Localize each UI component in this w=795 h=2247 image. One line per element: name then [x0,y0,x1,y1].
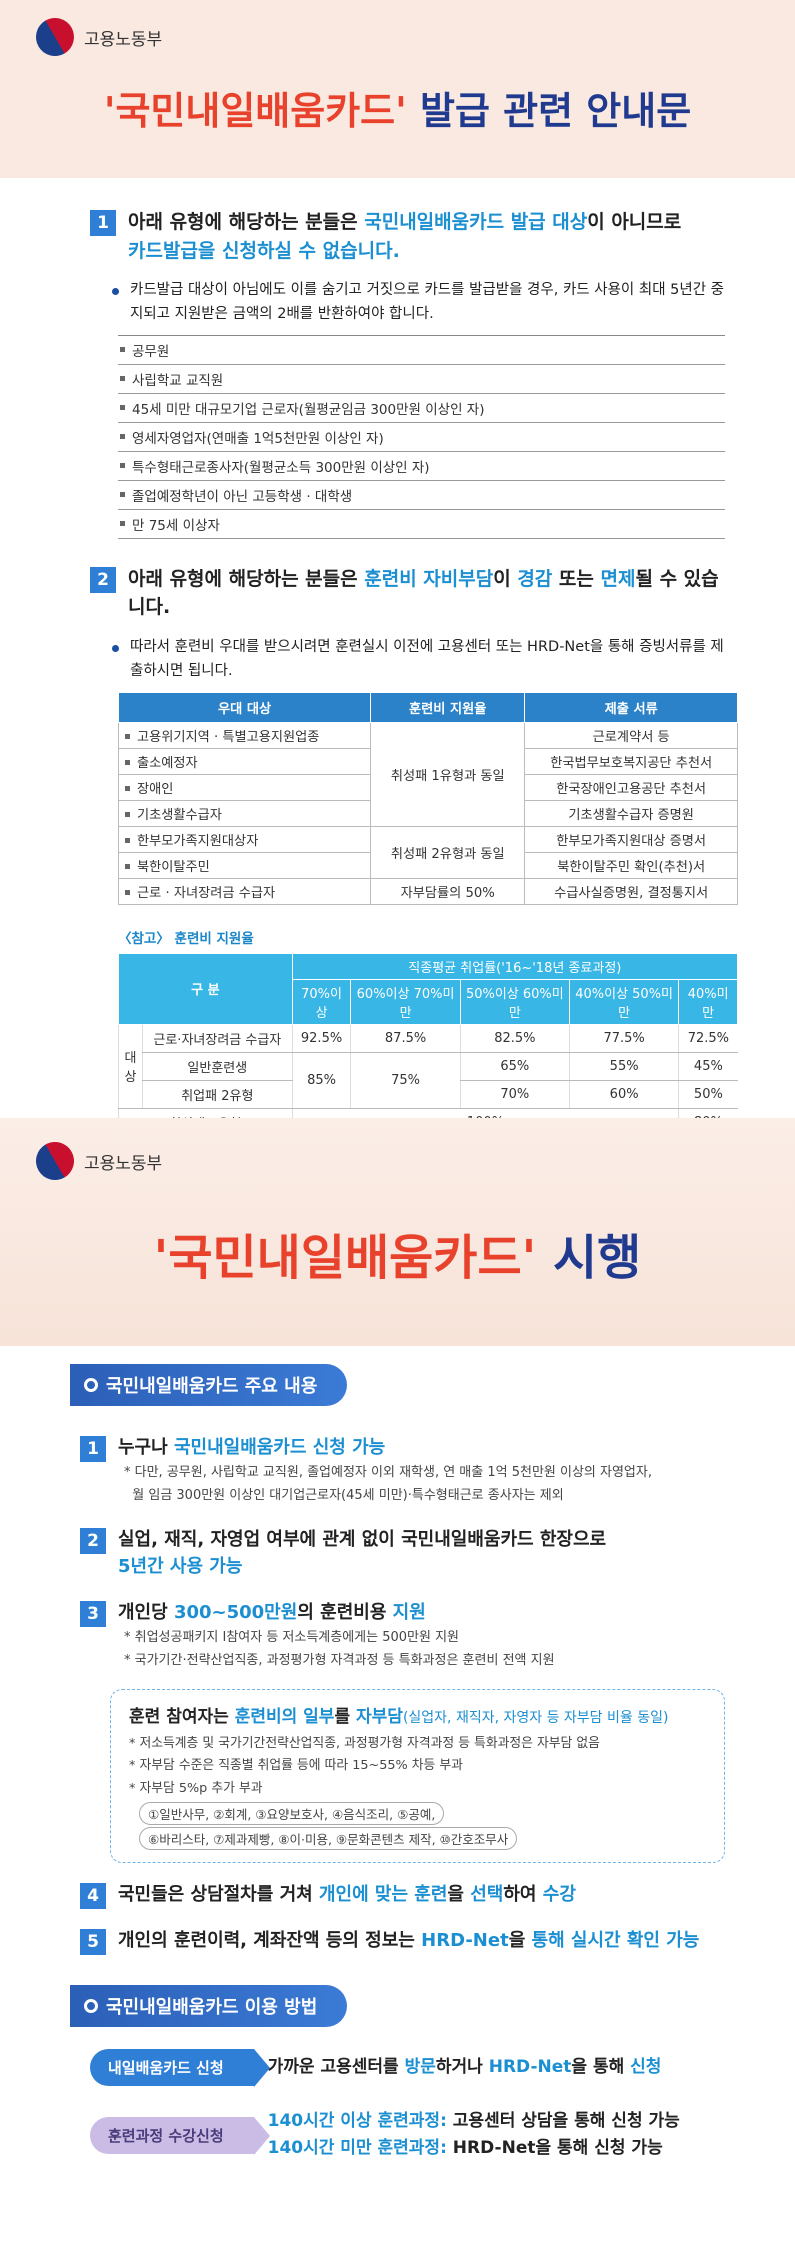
square-bullet-icon [125,733,130,739]
list-item: 영세자영업자(연매출 1억5천만원 이상인 자) [118,423,725,452]
number-badge: 1 [80,1436,106,1462]
square-bullet-icon [125,889,130,895]
list-item: 45세 미만 대규모기업 근로자(월평균임금 300만원 이상인 자) [118,394,725,423]
header-banner: 고용노동부 '국민내일배움카드' 시행 [0,1118,795,1346]
section-1-heading: 1 아래 유형에 해당하는 분들은 국민내일배움카드 발급 대상이 아니므로 카… [90,208,725,265]
square-bullet-icon [125,785,130,791]
header-banner: 고용노동부 '국민내일배움카드' 발급 관련 안내문 [0,0,795,178]
square-bullet-icon [125,837,130,843]
notice-page-1: 고용노동부 '국민내일배움카드' 발급 관련 안내문 1 아래 유형에 해당하는… [0,0,795,1118]
support-rate-table: 구 분 직종평균 취업률('16~'18년 종료과정) 70%이상 60%이상 … [118,952,739,1118]
list-item: 공무원 [118,336,725,365]
number-badge: 2 [90,566,116,593]
square-bullet-icon [125,811,130,817]
table-row: 취성패 1유형 100% 80% [118,1108,738,1118]
square-bullet-icon [120,520,125,526]
enroll-course-tag: 훈련과정 수강신청 [90,2116,270,2155]
table-row: 고용위기지역 · 특별고용지원업종 취성패 1유형과 동일 근로계약서 등 [117,721,738,827]
ministry-logo: 고용노동부 [29,11,163,63]
item-3-note: * 취업성공패키지 Ⅰ참여자 등 저소득계층에게는 500만원 지원 * 국가기간… [124,1630,555,1669]
list-item: 졸업예정학년이 아닌 고등학생 · 대학생 [118,481,725,510]
circle-icon [84,1378,98,1392]
table-row: 일반훈련생 85% 75% 65% 55% 45% [119,1052,738,1109]
list-item: 사립학교 교직원 [118,365,725,394]
table-header: 제출 서류 [524,691,738,723]
square-bullet-icon [120,462,125,468]
item-3: 3 개인당 300~500만원의 훈련비용 지원 [80,1599,725,1628]
section-header-usage: 국민내일배움카드 이용 방법 [70,1984,348,2027]
item-4: 4 국민들은 상담절차를 거쳐 개인에 맞는 훈련을 선택하여 수강 [80,1881,725,1909]
apply-card-tag: 내일배움카드 신청 [90,2048,270,2087]
preference-table: 우대 대상 훈련비 지원율 제출 서류 고용위기지역 · 특별고용지원업종 취성… [117,691,738,905]
taegeuk-icon [29,1135,81,1187]
table-header: 우대 대상 [117,691,372,723]
square-bullet-icon [120,404,125,410]
table-row: 취업패 2유형 70% 60% 50% [119,1080,738,1109]
number-badge: 3 [80,1601,106,1628]
penalty-note: 카드발급 대상이 아님에도 이를 숨기고 거짓으로 카드를 발급받을 경우, 카… [112,279,725,327]
number-badge: 5 [80,1928,106,1955]
occupation-chip: ①일반사무, ②회계, ③요양보호사, ④음식조리, ⑤공예, [139,1801,445,1825]
table-row: 장애인 한국장애인고용공단 추천서 [117,773,738,801]
reference-title: 〈참고〉 훈련비 지원율 [118,930,254,947]
self-pay-box: 훈련 참여자는 훈련비의 일부를 자부담(실업자, 재직자, 자영자 등 자부담… [110,1688,725,1863]
circle-icon [84,1998,98,2013]
square-bullet-icon [120,491,125,497]
ineligible-list: 공무원 사립학교 교직원 45세 미만 대규모기업 근로자(월평균임금 300만… [118,334,725,539]
ministry-logo: 고용노동부 [29,1135,163,1187]
item-1-note: * 다만, 공무원, 사립학교 교직원, 졸업예정자 이외 재학생, 연 매출 … [124,1465,652,1503]
item-1: 1 누구나 국민내일배움카드 신청 가능 [80,1434,725,1462]
section-header-main: 국민내일배움카드 주요 내용 [70,1364,348,1406]
ministry-name: 고용노동부 [84,29,163,50]
square-bullet-icon [125,759,130,765]
method-enroll: 훈련과정 수강신청 140시간 이상 훈련과정: 고용센터 상담을 통해 신청 … [90,2108,795,2162]
number-badge: 4 [80,1882,106,1909]
table-row: 근로 · 자녀장려금 수급자 자부담률의 50% 수급사실증명원, 결정통지서 [117,877,738,905]
section-2-heading: 2 아래 유형에 해당하는 분들은 훈련비 자비부담이 경감 또는 면제될 수 … [90,565,725,622]
notice-page-2: 고용노동부 '국민내일배움카드' 시행 국민내일배움카드 주요 내용 1 누구나… [0,1118,795,2247]
table-row: 한부모가족지원대상자 취성패 2유형과 동일 한부모가족지원대상 증명서 [117,825,738,879]
page-title: '국민내일배움카드' 발급 관련 안내문 [103,89,692,133]
ministry-name: 고용노동부 [84,1153,163,1174]
square-bullet-icon [125,863,130,869]
table-row: 기초생활수급자 기초생활수급자 증명원 [117,799,738,827]
table-row: 출소예정자 한국법무보호복지공단 추천서 [117,747,738,775]
square-bullet-icon [120,433,125,439]
table-row: 대 상 근로·자녀장려금 수급자 92.5% 87.5% 82.5% 77.5%… [118,1024,738,1109]
occupation-chip: ⑥바리스타, ⑦제과제빵, ⑧이·미용, ⑨문화콘텐츠 제작, ⑩간호조무사 [139,1826,518,1850]
page-title: '국민내일배움카드' 시행 [153,1230,642,1286]
square-bullet-icon [120,375,125,381]
square-bullet-icon [120,346,125,352]
method-apply: 내일배움카드 신청 가까운 고용센터를 방문하거나 HRD-Net을 통해 신청 [90,2048,795,2087]
bullet-icon [112,288,119,295]
taegeuk-icon [29,11,81,63]
number-badge: 1 [90,210,116,236]
table-header: 훈련비 지원율 [370,691,526,723]
item-5: 5 개인의 훈련이력, 계좌잔액 등의 정보는 HRD-Net을 통해 실시간 … [80,1927,725,1955]
list-item: 특수형태근로종사자(월평균소득 300만원 이상인 자) [118,452,725,481]
bullet-icon [112,644,119,652]
list-item: 만 75세 이상자 [118,510,725,539]
item-2: 2 실업, 재직, 자영업 여부에 관계 없이 국민내일배움카드 한장으로 5년간… [80,1526,725,1582]
submit-note: 따라서 훈련비 우대를 받으시려면 훈련실시 이전에 고용센터 또는 HRD-N… [112,636,725,684]
number-badge: 2 [80,1527,106,1554]
